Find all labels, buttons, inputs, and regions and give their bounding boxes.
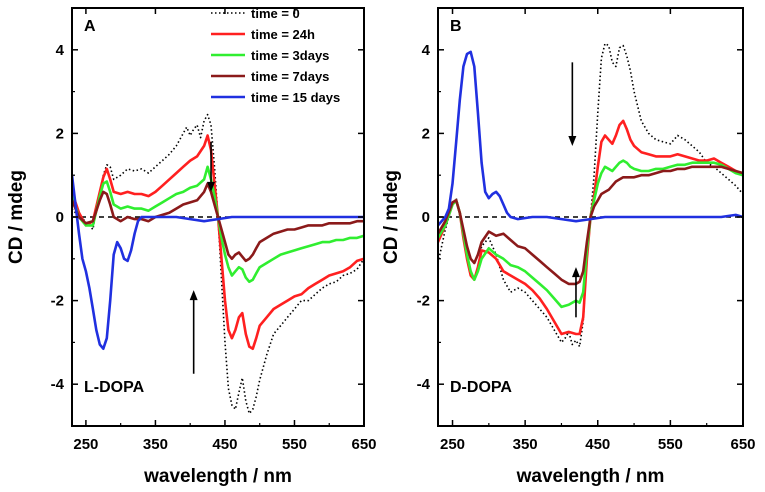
x-tick-label-b-0: 250 (440, 436, 465, 453)
series-line-a-4 (72, 173, 364, 350)
x-tick-label-a-0: 250 (73, 436, 98, 453)
x-tick-label-a-2: 450 (212, 436, 237, 453)
x-tick-label-a-3: 550 (282, 436, 307, 453)
y-tick-label-a-0: -4 (51, 376, 65, 393)
y-tick-label-b-4: 4 (422, 42, 431, 59)
y-tick-label-b-3: 2 (422, 125, 430, 142)
y-tick-label-a-4: 4 (56, 42, 65, 59)
y-tick-label-a-1: -2 (51, 293, 64, 310)
y-tick-label-b-0: -4 (417, 376, 431, 393)
legend-label-0: time = 0 (251, 6, 300, 21)
legend-label-2: time = 3days (251, 48, 329, 63)
compound-label-b: D-DOPA (450, 379, 512, 396)
legend-label-3: time = 7days (251, 69, 329, 84)
y-tick-label-b-2: 0 (422, 209, 430, 226)
series-line-a-3 (72, 182, 364, 263)
panel-a: 250 350 450 550 650 -4 -2 0 2 4 wavelength / nm CD … (6, 6, 377, 487)
y-tick-label-b-1: -2 (417, 293, 430, 310)
x-tick-label-a-4: 650 (351, 436, 376, 453)
legend: time = 0 time = 24h time = 3days time = 7da… (211, 6, 340, 105)
series-line-a-2 (72, 165, 364, 284)
series-line-a-0 (72, 113, 364, 415)
series-line-b-0 (438, 42, 743, 348)
x-axis-title-a: wavelength / nm (143, 466, 292, 487)
series-line-b-3 (438, 165, 743, 286)
series-line-b-4 (438, 50, 743, 227)
y-axis-title-b: CD / mdeg (381, 170, 402, 264)
y-tick-label-a-2: 0 (56, 209, 64, 226)
legend-label-4: time = 15 days (251, 90, 340, 105)
legend-label-1: time = 24h (251, 27, 315, 42)
panel-b: 250 350 450 550 650 -4 -2 0 2 4 wavelength / nm CD … (381, 7, 756, 487)
x-tick-label-b-2: 450 (585, 436, 610, 453)
compound-label-a: L-DOPA (84, 379, 145, 396)
arrow-head-a-0 (207, 181, 216, 192)
x-axis-title-b: wavelength / nm (516, 466, 665, 487)
panel-letter-b: B (450, 18, 462, 35)
arrow-head-b-1 (571, 267, 580, 278)
panel-letter-a: A (84, 18, 96, 35)
arrow-head-b-0 (568, 135, 577, 146)
x-tick-label-a-1: 350 (143, 436, 168, 453)
x-tick-label-b-3: 550 (658, 436, 683, 453)
x-tick-label-b-1: 350 (513, 436, 538, 453)
y-tick-label-a-3: 2 (56, 125, 64, 142)
arrow-head-a-1 (189, 290, 198, 301)
y-axis-title-a: CD / mdeg (6, 170, 27, 264)
series-line-a-1 (72, 134, 364, 350)
x-tick-label-b-4: 650 (730, 436, 755, 453)
